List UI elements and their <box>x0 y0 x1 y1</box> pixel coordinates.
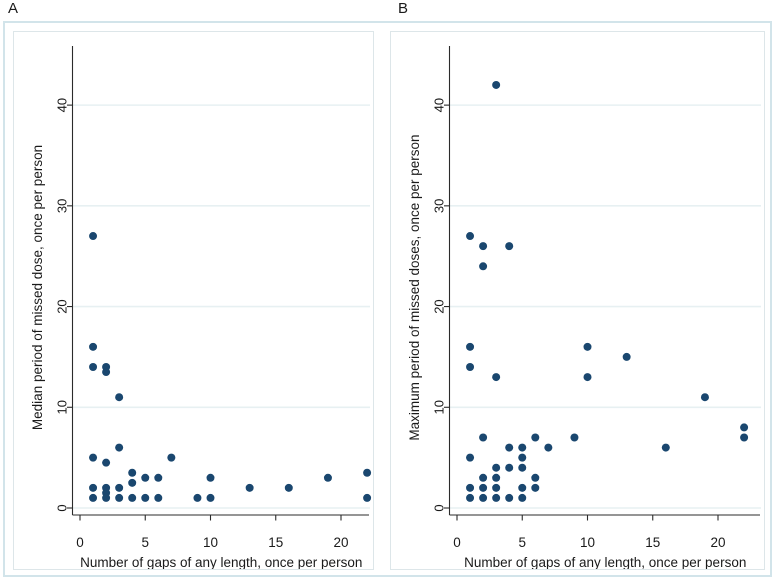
data-point <box>531 433 540 442</box>
x-axis-title: Number of gaps of any length, once per p… <box>464 555 746 569</box>
data-point <box>128 493 137 502</box>
scatter-panel-a: 0 10 20 30 40 0 5 10 15 20 Number of gaps of any l… <box>13 31 374 570</box>
y-axis-title: Maximum period of missed doses, once per… <box>407 134 422 440</box>
data-point <box>479 473 488 482</box>
data-point <box>466 453 475 462</box>
scatter-plot-b: 0 10 20 30 40 0 5 10 15 20 Number of gaps of any l… <box>407 46 761 569</box>
data-point <box>492 473 501 482</box>
data-point <box>323 473 332 482</box>
data-point <box>363 493 372 502</box>
data-point <box>466 493 475 502</box>
data-point <box>740 423 749 432</box>
x-axis-title: Number of gaps of any length, once per p… <box>80 555 362 569</box>
data-point <box>89 493 98 502</box>
data-point <box>193 493 202 502</box>
data-point <box>492 80 501 89</box>
data-point <box>505 242 514 251</box>
data-point <box>284 483 293 492</box>
data-point <box>115 483 124 492</box>
y-axis-title: Median period of missed dose, once per p… <box>30 145 45 430</box>
data-point <box>518 493 527 502</box>
y-tick-label: 40 <box>431 98 446 112</box>
x-tick-label: 20 <box>710 535 725 550</box>
data-point <box>206 473 215 482</box>
data-point <box>102 458 111 467</box>
data-point <box>141 493 150 502</box>
scatter-panel-b: 0 10 20 30 40 0 5 10 15 20 Number of gaps of any l… <box>390 31 765 570</box>
y-tick-label: 10 <box>54 400 69 414</box>
data-point <box>740 433 749 442</box>
y-tick-label: 40 <box>54 98 69 112</box>
data-point <box>583 373 592 382</box>
data-point <box>115 393 124 402</box>
data-point <box>479 433 488 442</box>
data-point <box>466 232 475 241</box>
y-tick-label: 30 <box>54 199 69 213</box>
data-point <box>661 443 670 452</box>
y-tick-label: 0 <box>54 504 69 511</box>
data-point <box>492 373 501 382</box>
data-point <box>363 468 372 477</box>
y-tick-label: 0 <box>431 504 446 511</box>
data-point <box>128 478 137 487</box>
data-point <box>89 453 98 462</box>
data-point <box>531 473 540 482</box>
data-point <box>505 463 514 472</box>
y-tick-label: 10 <box>431 400 446 414</box>
data-point <box>479 242 488 251</box>
data-point <box>115 493 124 502</box>
data-point <box>89 483 98 492</box>
data-point <box>466 342 475 351</box>
data-point <box>492 493 501 502</box>
data-point <box>89 342 98 351</box>
data-point <box>128 468 137 477</box>
x-tick-label: 10 <box>580 535 595 550</box>
data-point <box>583 342 592 351</box>
y-tick-label: 20 <box>54 299 69 313</box>
x-tick-label: 10 <box>203 535 218 550</box>
data-point <box>141 473 150 482</box>
data-point <box>570 433 579 442</box>
data-point <box>479 493 488 502</box>
x-tick-label: 5 <box>518 535 526 550</box>
data-point <box>544 443 553 452</box>
x-tick-label: 5 <box>141 535 149 550</box>
data-point <box>492 483 501 492</box>
data-point <box>492 463 501 472</box>
data-point <box>466 483 475 492</box>
data-point <box>154 493 163 502</box>
x-tick-label: 15 <box>268 535 283 550</box>
data-point <box>505 443 514 452</box>
panel-b-letter: B <box>398 0 409 17</box>
data-point <box>466 362 475 371</box>
data-point <box>518 443 527 452</box>
data-point <box>479 262 488 271</box>
data-point <box>700 393 709 402</box>
x-tick-label: 0 <box>76 535 84 550</box>
data-point <box>89 362 98 371</box>
data-point <box>518 453 527 462</box>
data-point <box>154 473 163 482</box>
x-tick-label: 0 <box>453 535 461 550</box>
panel-a-letter: A <box>8 0 19 17</box>
scatter-plot-a: 0 10 20 30 40 0 5 10 15 20 Number of gaps of any l… <box>30 46 372 569</box>
data-point <box>245 483 254 492</box>
data-point <box>89 232 98 241</box>
data-point <box>518 483 527 492</box>
y-tick-label: 20 <box>431 299 446 313</box>
data-point <box>505 493 514 502</box>
data-point <box>206 493 215 502</box>
data-point <box>622 352 631 361</box>
data-point <box>479 483 488 492</box>
data-point <box>167 453 176 462</box>
y-tick-label: 30 <box>431 199 446 213</box>
x-tick-label: 15 <box>645 535 660 550</box>
data-point <box>518 463 527 472</box>
data-point <box>531 483 540 492</box>
data-point <box>115 443 124 452</box>
data-point <box>102 368 111 377</box>
data-point <box>102 493 111 502</box>
x-tick-label: 20 <box>333 535 348 550</box>
